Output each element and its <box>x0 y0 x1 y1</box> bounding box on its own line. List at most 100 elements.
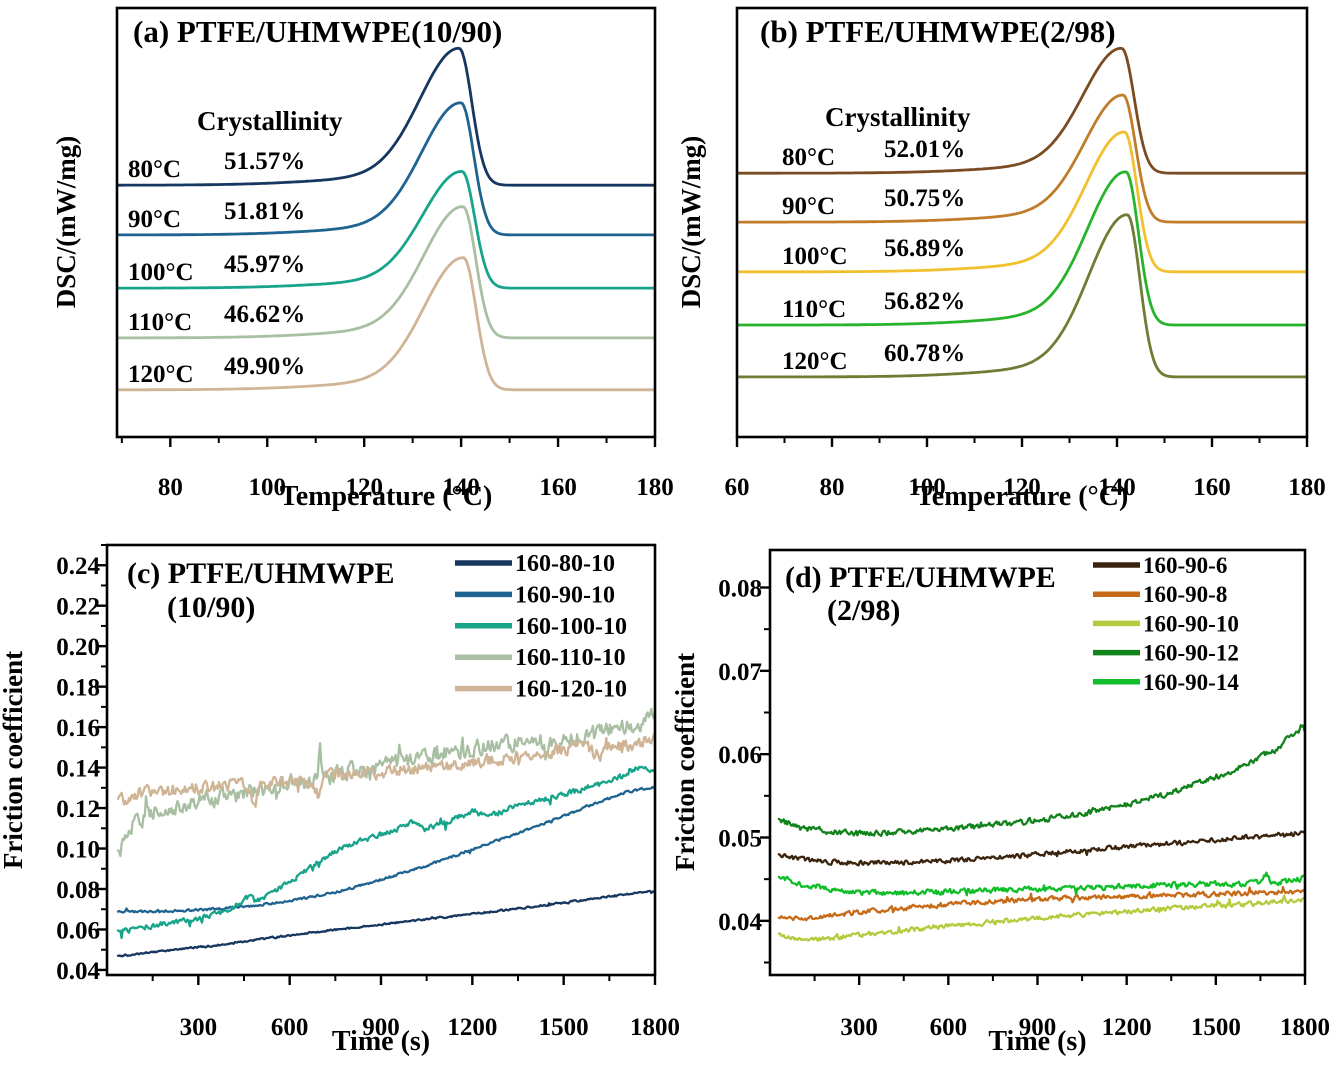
legend-item-160-90-14: 160-90-14 <box>1093 670 1239 695</box>
legend-item-160-120-10: 160-120-10 <box>455 677 627 703</box>
curve-crystallinity-value: 51.57% <box>224 148 305 175</box>
legend-label: 160-100-10 <box>515 614 627 640</box>
panel-title-b: (b) PTFE/UHMWPE(2/98) <box>760 14 1116 49</box>
curve-temp-label: 100°C <box>128 259 194 286</box>
legend-label: 160-90-10 <box>1143 611 1239 636</box>
curve-crystallinity-value: 46.62% <box>224 301 305 328</box>
panel-b: 60 80 100 120 140 160 180 Temperature (°C) DSC/(… <box>676 6 1326 512</box>
series-group-b <box>738 46 1306 379</box>
x-tick-label: 60 <box>725 474 750 501</box>
curve-temp-label: 80°C <box>782 144 835 171</box>
x-tick-label: 140 <box>442 474 480 501</box>
panel-title-c-line1: (c) PTFE/UHMWPE <box>127 557 394 590</box>
x-tick-label: 600 <box>271 1014 309 1041</box>
curve-crystallinity-value: 51.81% <box>224 198 305 225</box>
x-tick-label: 160 <box>1193 474 1231 501</box>
series-line-a-100°C <box>118 170 654 290</box>
curve-temp-label: 110°C <box>782 296 846 323</box>
x-tick-label: 120 <box>1003 474 1041 501</box>
y-tick-label: 0.08 <box>56 877 100 904</box>
panel-title-c-line2: (10/90) <box>167 591 255 624</box>
x-tick-label: 80 <box>820 474 845 501</box>
series-group-d <box>777 724 1304 942</box>
plot-frame-b <box>735 6 1309 439</box>
curve-crystallinity-value: 56.82% <box>884 288 965 315</box>
series-line-b-110°C <box>738 170 1306 327</box>
x-tick-label: 1500 <box>539 1014 589 1041</box>
x-tick-label: 900 <box>362 1014 400 1041</box>
legend-label: 160-80-10 <box>515 551 615 577</box>
x-tick-label: 120 <box>345 474 383 501</box>
legend-label: 160-120-10 <box>515 677 627 703</box>
x-axis-title-c: Time (s) <box>332 1026 430 1057</box>
y-tick-label: 0.04 <box>56 958 100 985</box>
series-line-160-90-10 <box>116 785 654 914</box>
panel-a: 80 100 120 140 160 180 Temperature (°C) DSC/(mW… <box>51 6 674 512</box>
series-line-160-120-10 <box>116 732 654 808</box>
x-tick-label: 180 <box>636 474 674 501</box>
x-axis-b: 60 80 100 120 140 160 180 <box>725 437 1326 501</box>
plot-frame-c <box>105 543 657 977</box>
series-line-160-100-10 <box>116 765 654 940</box>
y-axis-title-b: DSC/(mW/mg) <box>676 136 706 308</box>
x-axis-d: 300 600 900 1200 1500 1800 <box>813 975 1330 1041</box>
panel-title-d-line1: (d) PTFE/UHMWPE <box>785 561 1056 594</box>
curve-temp-label: 110°C <box>128 309 192 336</box>
legend-item-160-110-10: 160-110-10 <box>455 645 626 671</box>
x-tick-label: 1800 <box>1280 1014 1330 1041</box>
curve-temp-label: 90°C <box>128 206 181 233</box>
series-line-b-100°C <box>738 130 1306 274</box>
x-tick-label: 1200 <box>447 1014 497 1041</box>
annotation-crystallinity-b: Crystallinity <box>825 102 971 132</box>
x-tick-label: 100 <box>249 474 287 501</box>
plot-frame-a <box>115 6 657 439</box>
curve-crystallinity-value: 56.89% <box>884 235 965 262</box>
curve-temp-label: 100°C <box>782 243 848 270</box>
x-tick-label: 160 <box>539 474 577 501</box>
y-tick-label: 0.22 <box>56 594 100 621</box>
legend-item-160-90-10: 160-90-10 <box>455 582 615 608</box>
x-tick-label: 80 <box>158 474 183 501</box>
y-axis-d: 0.04 0.05 0.06 0.07 0.08 <box>718 576 770 964</box>
series-line-b-90°C <box>738 93 1306 224</box>
series-line-160-90-12 <box>777 724 1304 838</box>
x-axis-c: 300 600 900 1200 1500 1800 <box>151 975 680 1041</box>
curve-temp-label: 120°C <box>782 348 848 375</box>
y-axis-title-c: Friction coefficient <box>0 651 28 869</box>
legend-item-160-80-10: 160-80-10 <box>455 551 615 577</box>
x-axis-a: 80 100 120 140 160 180 <box>120 437 674 501</box>
legend-item-160-90-8: 160-90-8 <box>1093 582 1227 607</box>
curve-crystallinity-value: 49.90% <box>224 353 305 380</box>
legend-item-160-90-6: 160-90-6 <box>1093 553 1227 578</box>
x-tick-label: 1200 <box>1102 1014 1152 1041</box>
y-tick-label: 0.12 <box>56 796 100 823</box>
legend-label: 160-90-8 <box>1143 582 1227 607</box>
x-tick-label: 1500 <box>1191 1014 1241 1041</box>
legend-label: 160-110-10 <box>515 645 626 671</box>
x-tick-label: 1800 <box>630 1014 680 1041</box>
y-tick-label: 0.20 <box>56 634 100 661</box>
x-axis-title-d: Time (s) <box>988 1026 1086 1057</box>
y-tick-label: 0.07 <box>718 659 762 686</box>
curve-crystallinity-value: 50.75% <box>884 185 965 212</box>
curve-temp-label: 80°C <box>128 156 181 183</box>
panel-title-a: (a) PTFE/UHMWPE(10/90) <box>133 14 502 49</box>
legend-item-160-90-10: 160-90-10 <box>1093 611 1239 636</box>
y-tick-label: 0.24 <box>56 553 100 580</box>
plot-frame-d <box>768 548 1307 977</box>
panel-title-d-line2: (2/98) <box>827 594 900 627</box>
series-line-160-80-10 <box>116 889 654 958</box>
annotation-crystallinity-a: Crystallinity <box>197 106 343 136</box>
legend-c: 160-80-10 160-90-10 160-100-10 160-110-10 16… <box>455 551 627 703</box>
x-tick-label: 180 <box>1288 474 1326 501</box>
legend-d: 160-90-6 160-90-8 160-90-10 160-90-12 160-90… <box>1093 553 1239 695</box>
curve-crystallinity-value: 45.97% <box>224 251 305 278</box>
legend-label: 160-90-14 <box>1143 670 1239 695</box>
series-line-160-90-10 <box>777 894 1304 942</box>
series-line-b-80°C <box>738 46 1306 175</box>
y-tick-label: 0.06 <box>56 917 100 944</box>
series-line-a-90°C <box>118 101 654 237</box>
legend-label: 160-90-6 <box>1143 553 1227 578</box>
